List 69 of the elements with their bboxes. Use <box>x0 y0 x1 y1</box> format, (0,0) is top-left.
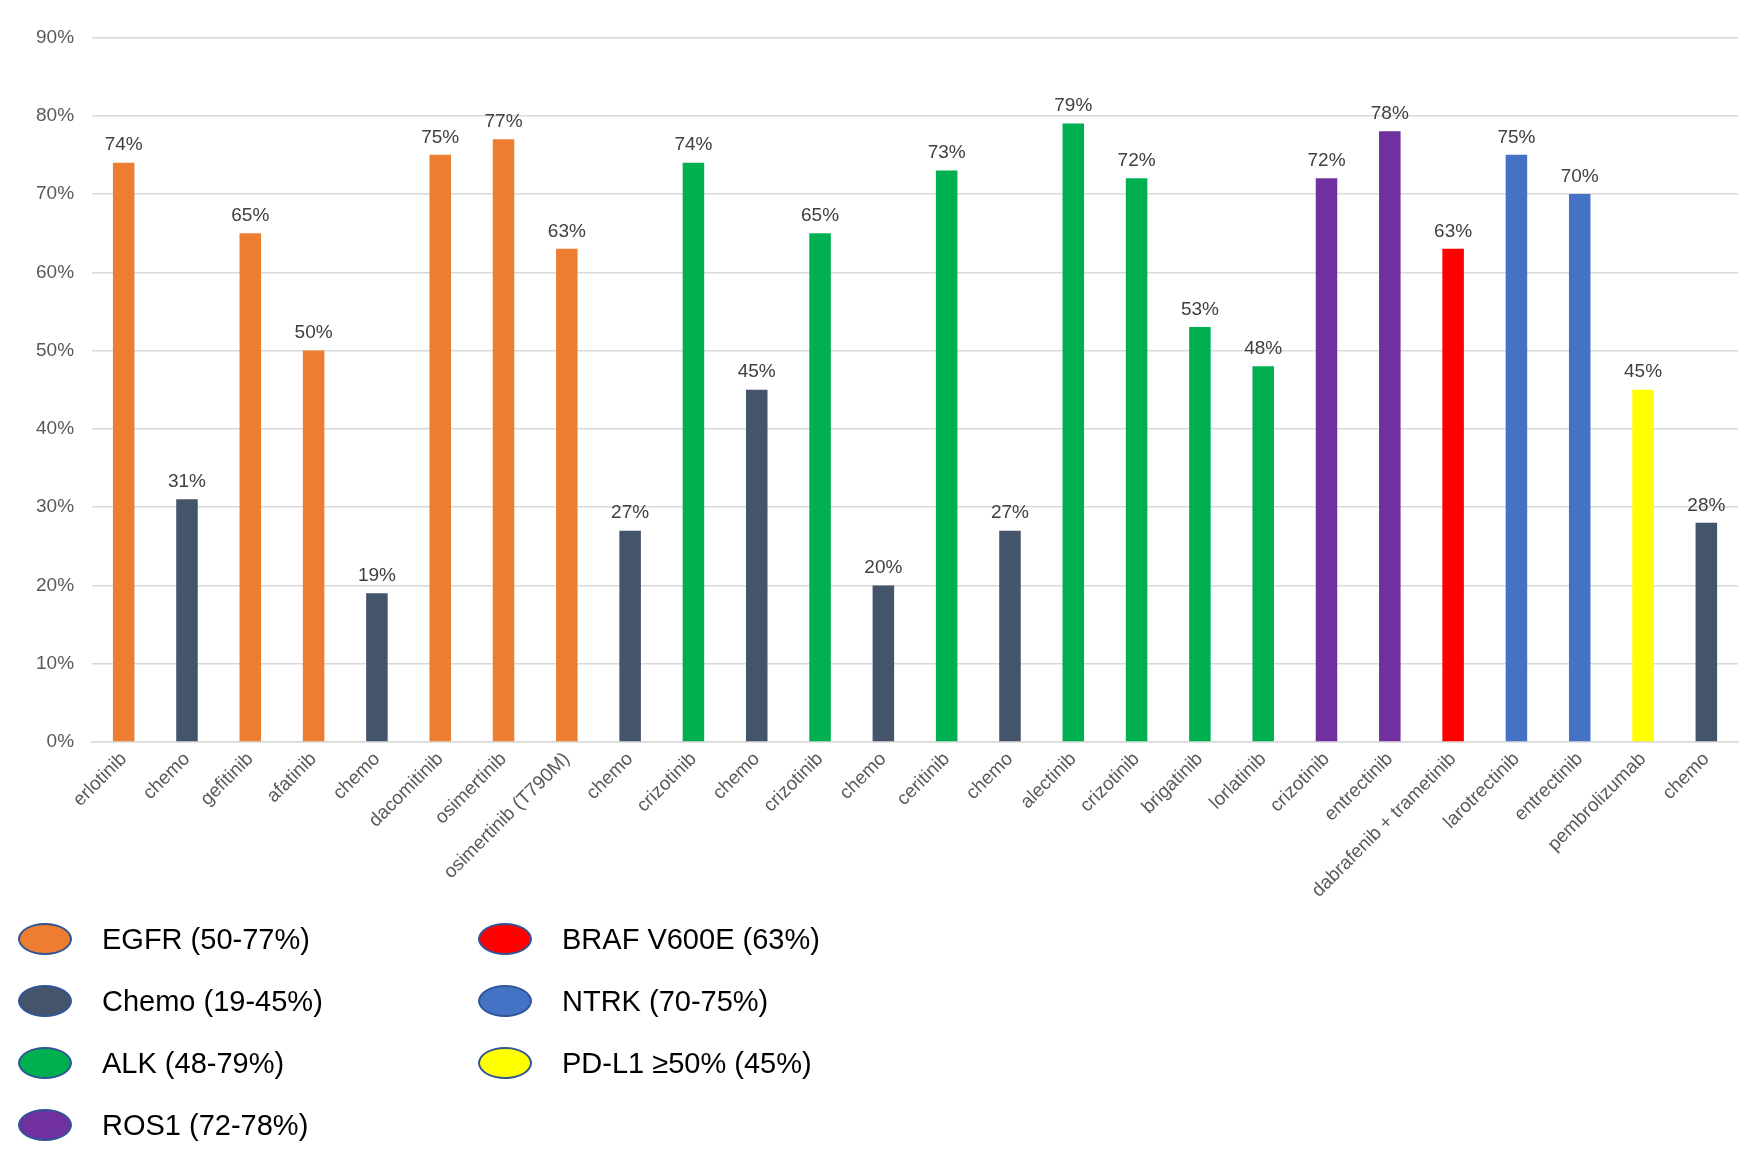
bar <box>682 162 705 742</box>
data-label: 48% <box>1244 336 1283 358</box>
data-label: 31% <box>167 470 207 492</box>
bar <box>1379 131 1401 742</box>
legend-label: Chemo (19-45%) <box>102 984 323 1018</box>
data-label: 28% <box>1687 493 1726 515</box>
legend-label: ROS1 (72-78%) <box>102 1108 309 1142</box>
bar <box>176 499 198 742</box>
data-label: 27% <box>990 501 1030 523</box>
data-label: 20% <box>864 556 903 578</box>
legend-label: BRAF V600E (63%) <box>562 922 820 956</box>
bar <box>366 593 388 742</box>
y-tick-label: 60% <box>36 260 75 282</box>
data-label: 65% <box>231 203 270 225</box>
legend-label: NTRK (70-75%) <box>562 984 769 1018</box>
bar <box>745 389 768 742</box>
bar <box>239 233 262 742</box>
data-label: 45% <box>737 360 776 382</box>
data-label: 72% <box>1117 149 1156 171</box>
bar <box>1568 194 1591 742</box>
bar <box>112 162 135 742</box>
bar <box>1442 248 1464 742</box>
bar <box>872 585 895 742</box>
bar <box>1125 178 1148 742</box>
data-label: 77% <box>484 109 523 131</box>
data-label: 63% <box>547 219 586 241</box>
bar <box>1632 389 1654 742</box>
data-label: 63% <box>1434 219 1473 241</box>
bar <box>302 350 325 742</box>
data-label: 70% <box>1560 164 1599 186</box>
bar <box>1695 522 1718 742</box>
bar <box>1252 366 1274 742</box>
bar <box>492 139 515 742</box>
y-tick-label: 0% <box>46 730 75 752</box>
data-label: 79% <box>1054 94 1093 116</box>
bar <box>1315 178 1338 742</box>
bar <box>1505 154 1528 742</box>
data-label: 72% <box>1307 149 1346 171</box>
data-label: 74% <box>104 133 143 155</box>
data-label: 74% <box>674 133 713 155</box>
bar <box>1189 327 1211 742</box>
data-label: 19% <box>357 564 397 586</box>
y-tick-label: 10% <box>36 652 75 674</box>
data-label: 50% <box>294 321 333 343</box>
y-tick-label: 20% <box>36 573 75 595</box>
legend-label: ALK (48-79%) <box>102 1046 285 1080</box>
y-tick-label: 90% <box>36 25 75 47</box>
y-tick-label: 30% <box>36 495 75 517</box>
y-tick-label: 50% <box>36 338 75 360</box>
bar <box>429 154 451 742</box>
bar <box>935 170 958 742</box>
data-label: 45% <box>1624 360 1663 382</box>
y-tick-label: 40% <box>36 417 75 439</box>
bar <box>619 530 641 742</box>
bar <box>556 248 578 742</box>
bar <box>1062 123 1085 742</box>
data-label: 75% <box>1497 125 1536 147</box>
data-label: 27% <box>611 501 650 523</box>
data-label: 73% <box>927 141 966 163</box>
data-label: 53% <box>1180 297 1220 319</box>
data-label: 65% <box>801 203 840 225</box>
legend-label: EGFR (50-77%) <box>102 922 310 956</box>
y-tick-label: 70% <box>36 182 75 204</box>
legend-label: PD-L1 ≥50% (45%) <box>562 1046 812 1080</box>
bar <box>999 530 1021 742</box>
data-label: 75% <box>421 125 460 147</box>
data-label: 78% <box>1370 102 1409 124</box>
bar <box>809 233 831 742</box>
y-tick-label: 80% <box>36 103 75 125</box>
